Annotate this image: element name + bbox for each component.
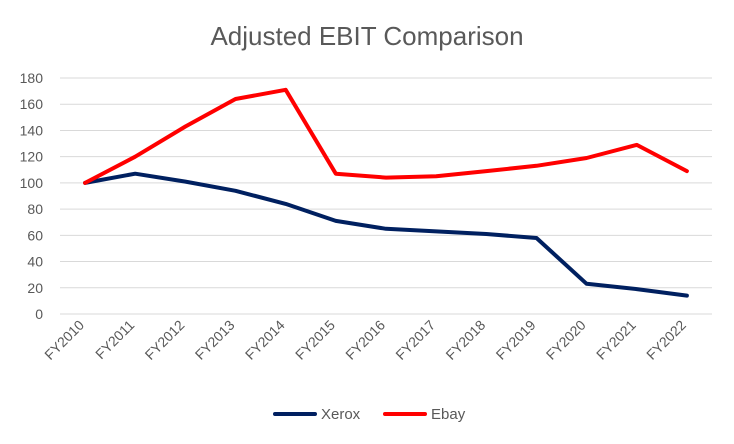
x-tick-label: FY2020: [543, 317, 589, 363]
y-tick-label: 160: [20, 96, 44, 112]
y-tick-label: 140: [20, 122, 44, 138]
y-tick-label: 120: [20, 149, 44, 165]
x-tick-label: FY2022: [643, 317, 689, 363]
x-tick-label: FY2011: [92, 317, 137, 362]
series-line-ebay: [83, 87, 689, 185]
chart-title: Adjusted EBIT Comparison: [210, 21, 523, 51]
x-tick-label: FY2013: [192, 317, 238, 363]
x-axis-ticks: FY2010 FY2011 FY2012 FY2013 FY2014 FY2015 FY20…: [41, 317, 689, 363]
x-tick-label: FY2018: [442, 317, 488, 363]
x-tick-label: FY2017: [392, 317, 438, 363]
series-lines: [83, 87, 689, 298]
y-tick-label: 180: [20, 70, 44, 86]
legend: Xerox Ebay: [273, 406, 466, 423]
legend-label-xerox: Xerox: [321, 406, 361, 423]
y-tick-label: 60: [27, 227, 43, 243]
y-tick-label: 100: [20, 175, 44, 191]
gridlines: [60, 77, 712, 315]
x-tick-label: FY2014: [242, 317, 288, 363]
y-axis-ticks: 0 20 40 60 80 100 120 140 160 180: [20, 70, 44, 322]
x-tick-label: FY2021: [593, 317, 639, 363]
x-tick-label: FY2016: [342, 317, 388, 363]
y-tick-label: 80: [27, 201, 43, 217]
y-tick-label: 20: [27, 280, 43, 296]
x-tick-label: FY2015: [292, 317, 338, 363]
x-tick-label: FY2019: [493, 317, 539, 363]
x-tick-label: FY2010: [41, 317, 87, 363]
series-line-xerox: [83, 171, 689, 298]
x-tick-label: FY2012: [142, 317, 188, 363]
legend-label-ebay: Ebay: [431, 406, 466, 423]
y-tick-label: 0: [35, 306, 43, 322]
y-tick-label: 40: [27, 254, 43, 270]
